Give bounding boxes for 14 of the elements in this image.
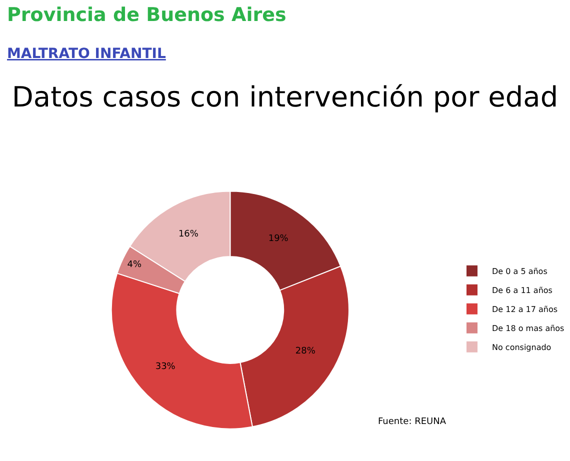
source-note: Fuente: REUNA bbox=[378, 417, 447, 427]
data-label: 16% bbox=[178, 230, 199, 240]
data-label: 4% bbox=[127, 260, 142, 270]
chart-title: Datos casos con intervención por edad bbox=[12, 80, 558, 114]
legend-label: De 6 a 11 años bbox=[492, 286, 552, 295]
text: MALTRATO INFANTIL bbox=[7, 46, 166, 62]
legend-label: De 18 o mas años bbox=[492, 324, 564, 333]
data-label: 19% bbox=[268, 234, 289, 244]
data-label: 33% bbox=[155, 362, 176, 372]
legend-label: De 0 a 5 años bbox=[492, 266, 548, 276]
text: Provincia de Buenos Aires bbox=[7, 4, 286, 26]
legend-label: No consignado bbox=[492, 342, 552, 352]
data-label: 28% bbox=[295, 346, 316, 356]
legend-label: De 12 a 17 años bbox=[492, 304, 558, 314]
